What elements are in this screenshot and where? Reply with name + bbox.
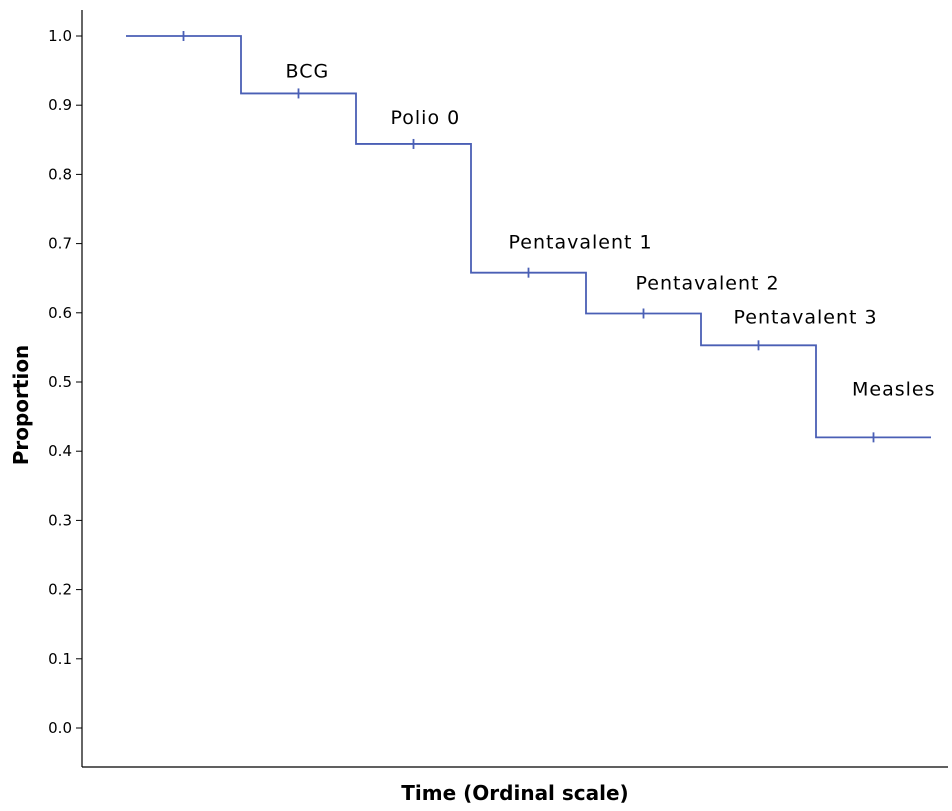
y-tick-label: 0.8 [48,165,72,183]
annotation-label: BCG [286,60,330,82]
annotations: BCG Polio 0 Pentavalent 1 Pentavalent 2 Pent… [286,60,936,400]
annotation-label: Polio 0 [391,107,461,129]
annotation-label: Pentavalent 1 [509,232,653,254]
y-tick-label: 0.3 [48,511,72,529]
y-tick-label: 0.5 [48,373,72,391]
y-axis-ticks: 0.0 0.1 0.2 0.3 0.4 0.5 0.6 0.7 0.8 0.9 1.0 [48,27,82,737]
y-axis-title: Proportion [9,345,33,466]
y-tick-label: 0.7 [48,235,72,253]
axes [81,10,948,768]
series-line [126,31,931,443]
y-tick-label: 0.2 [48,581,72,599]
y-tick-label: 0.0 [48,719,72,737]
y-tick-label: 0.6 [48,304,72,322]
y-tick-label: 0.9 [48,96,72,114]
annotation-label: Pentavalent 2 [636,272,780,294]
y-tick-label: 0.1 [48,650,72,668]
y-tick-label: 1.0 [48,27,72,45]
annotation-label: Measles [852,378,936,400]
x-axis-title: Time (Ordinal scale) [401,781,628,805]
annotation-label: Pentavalent 3 [734,306,878,328]
y-tick-label: 0.4 [48,442,72,460]
